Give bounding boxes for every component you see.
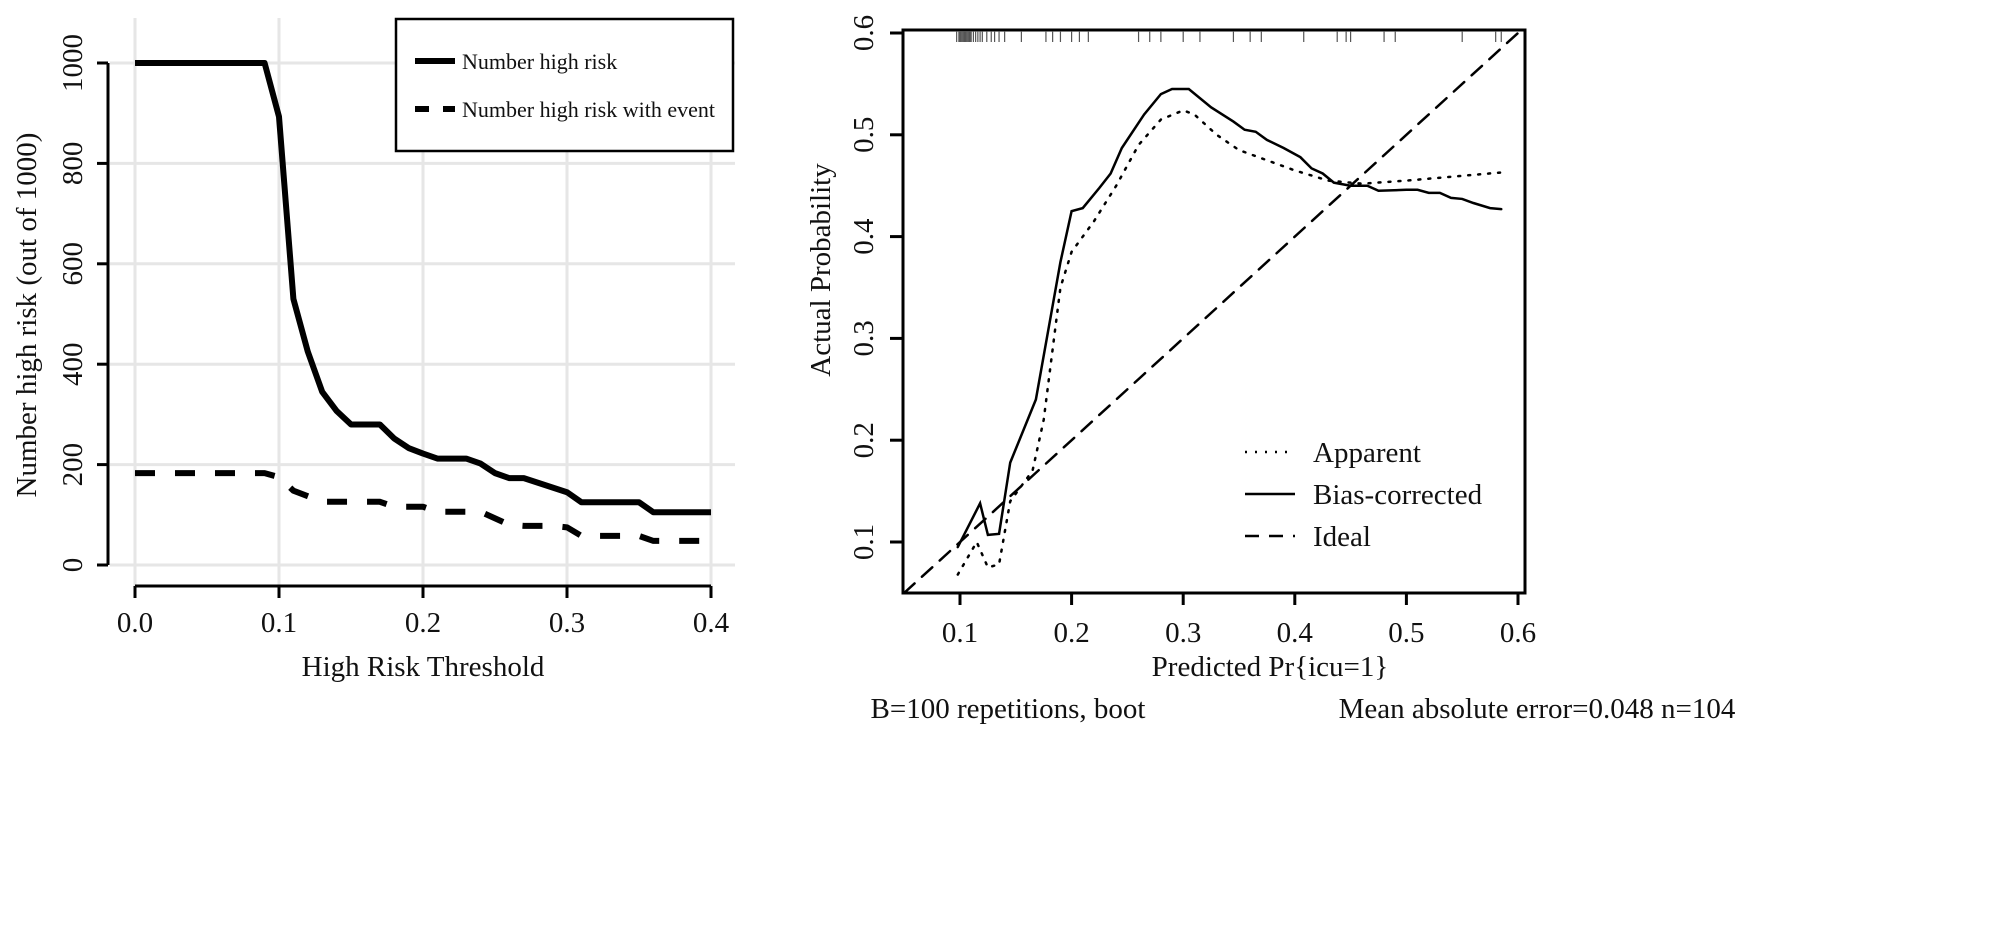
- x-tick-label: 0.1: [261, 607, 297, 639]
- left-x-axis-label: High Risk Threshold: [302, 651, 545, 683]
- left-y-axis-label: Number high risk (out of 1000): [11, 133, 43, 498]
- right-chart: 0.1 0.2 0.3 0.4 0.5 0.6 0.1 0.2 0.3 0.4 0.5 0.6 Appa…: [848, 15, 1536, 649]
- x-tick-label: 0.3: [549, 607, 585, 639]
- right-x-axis-label: Predicted Pr{icu=1}: [1152, 651, 1389, 683]
- y-tick-label: 0.3: [848, 320, 880, 356]
- y-tick-label: 800: [57, 142, 89, 186]
- series-line-high-risk: [135, 60, 711, 516]
- y-tick-label: 0.4: [848, 218, 880, 255]
- footnote-left: B=100 repetitions, boot: [871, 693, 1146, 725]
- y-tick-label: 600: [57, 242, 89, 286]
- x-tick-label: 0.0: [117, 607, 153, 639]
- x-tick-label: 0.6: [1500, 617, 1536, 649]
- right-y-axis-label: Actual Probability: [805, 163, 837, 377]
- footnote-right: Mean absolute error=0.048 n=104: [1339, 693, 1736, 725]
- plot-frame: [901, 28, 1527, 595]
- x-tick-label: 0.4: [1277, 617, 1314, 649]
- legend-label: Ideal: [1313, 521, 1371, 553]
- y-tick-label: 0.6: [848, 15, 880, 51]
- y-tick-label: 0.1: [848, 524, 880, 560]
- x-tick-label: 0.2: [405, 607, 441, 639]
- y-tick-label: 0: [57, 558, 89, 573]
- y-tick-label: 0.2: [848, 422, 880, 458]
- y-tick-label: 400: [57, 342, 89, 386]
- series-line-ideal: [903, 30, 1524, 593]
- x-tick-label: 0.1: [942, 617, 978, 649]
- legend-label: Apparent: [1313, 437, 1421, 469]
- x-tick-label: 0.4: [693, 607, 730, 639]
- left-chart: 0.0 0.1 0.2 0.3 0.4 0 200 400 600 800 1000 Number h…: [57, 17, 735, 639]
- y-tick-label: 0.5: [848, 117, 880, 153]
- x-tick-label: 0.3: [1165, 617, 1201, 649]
- legend-box: [394, 17, 735, 153]
- series-line-bias-corrected: [956, 87, 1503, 549]
- y-tick-label: 200: [57, 443, 89, 487]
- legend-label: Number high risk: [462, 49, 617, 74]
- y-tick-label: 1000: [57, 34, 89, 92]
- series-line-with-event: [135, 470, 711, 544]
- legend-label: Bias-corrected: [1313, 479, 1483, 511]
- series-line-apparent: [956, 109, 1503, 576]
- x-tick-label: 0.5: [1388, 617, 1424, 649]
- legend-label: Number high risk with event: [462, 97, 715, 122]
- x-tick-label: 0.2: [1053, 617, 1089, 649]
